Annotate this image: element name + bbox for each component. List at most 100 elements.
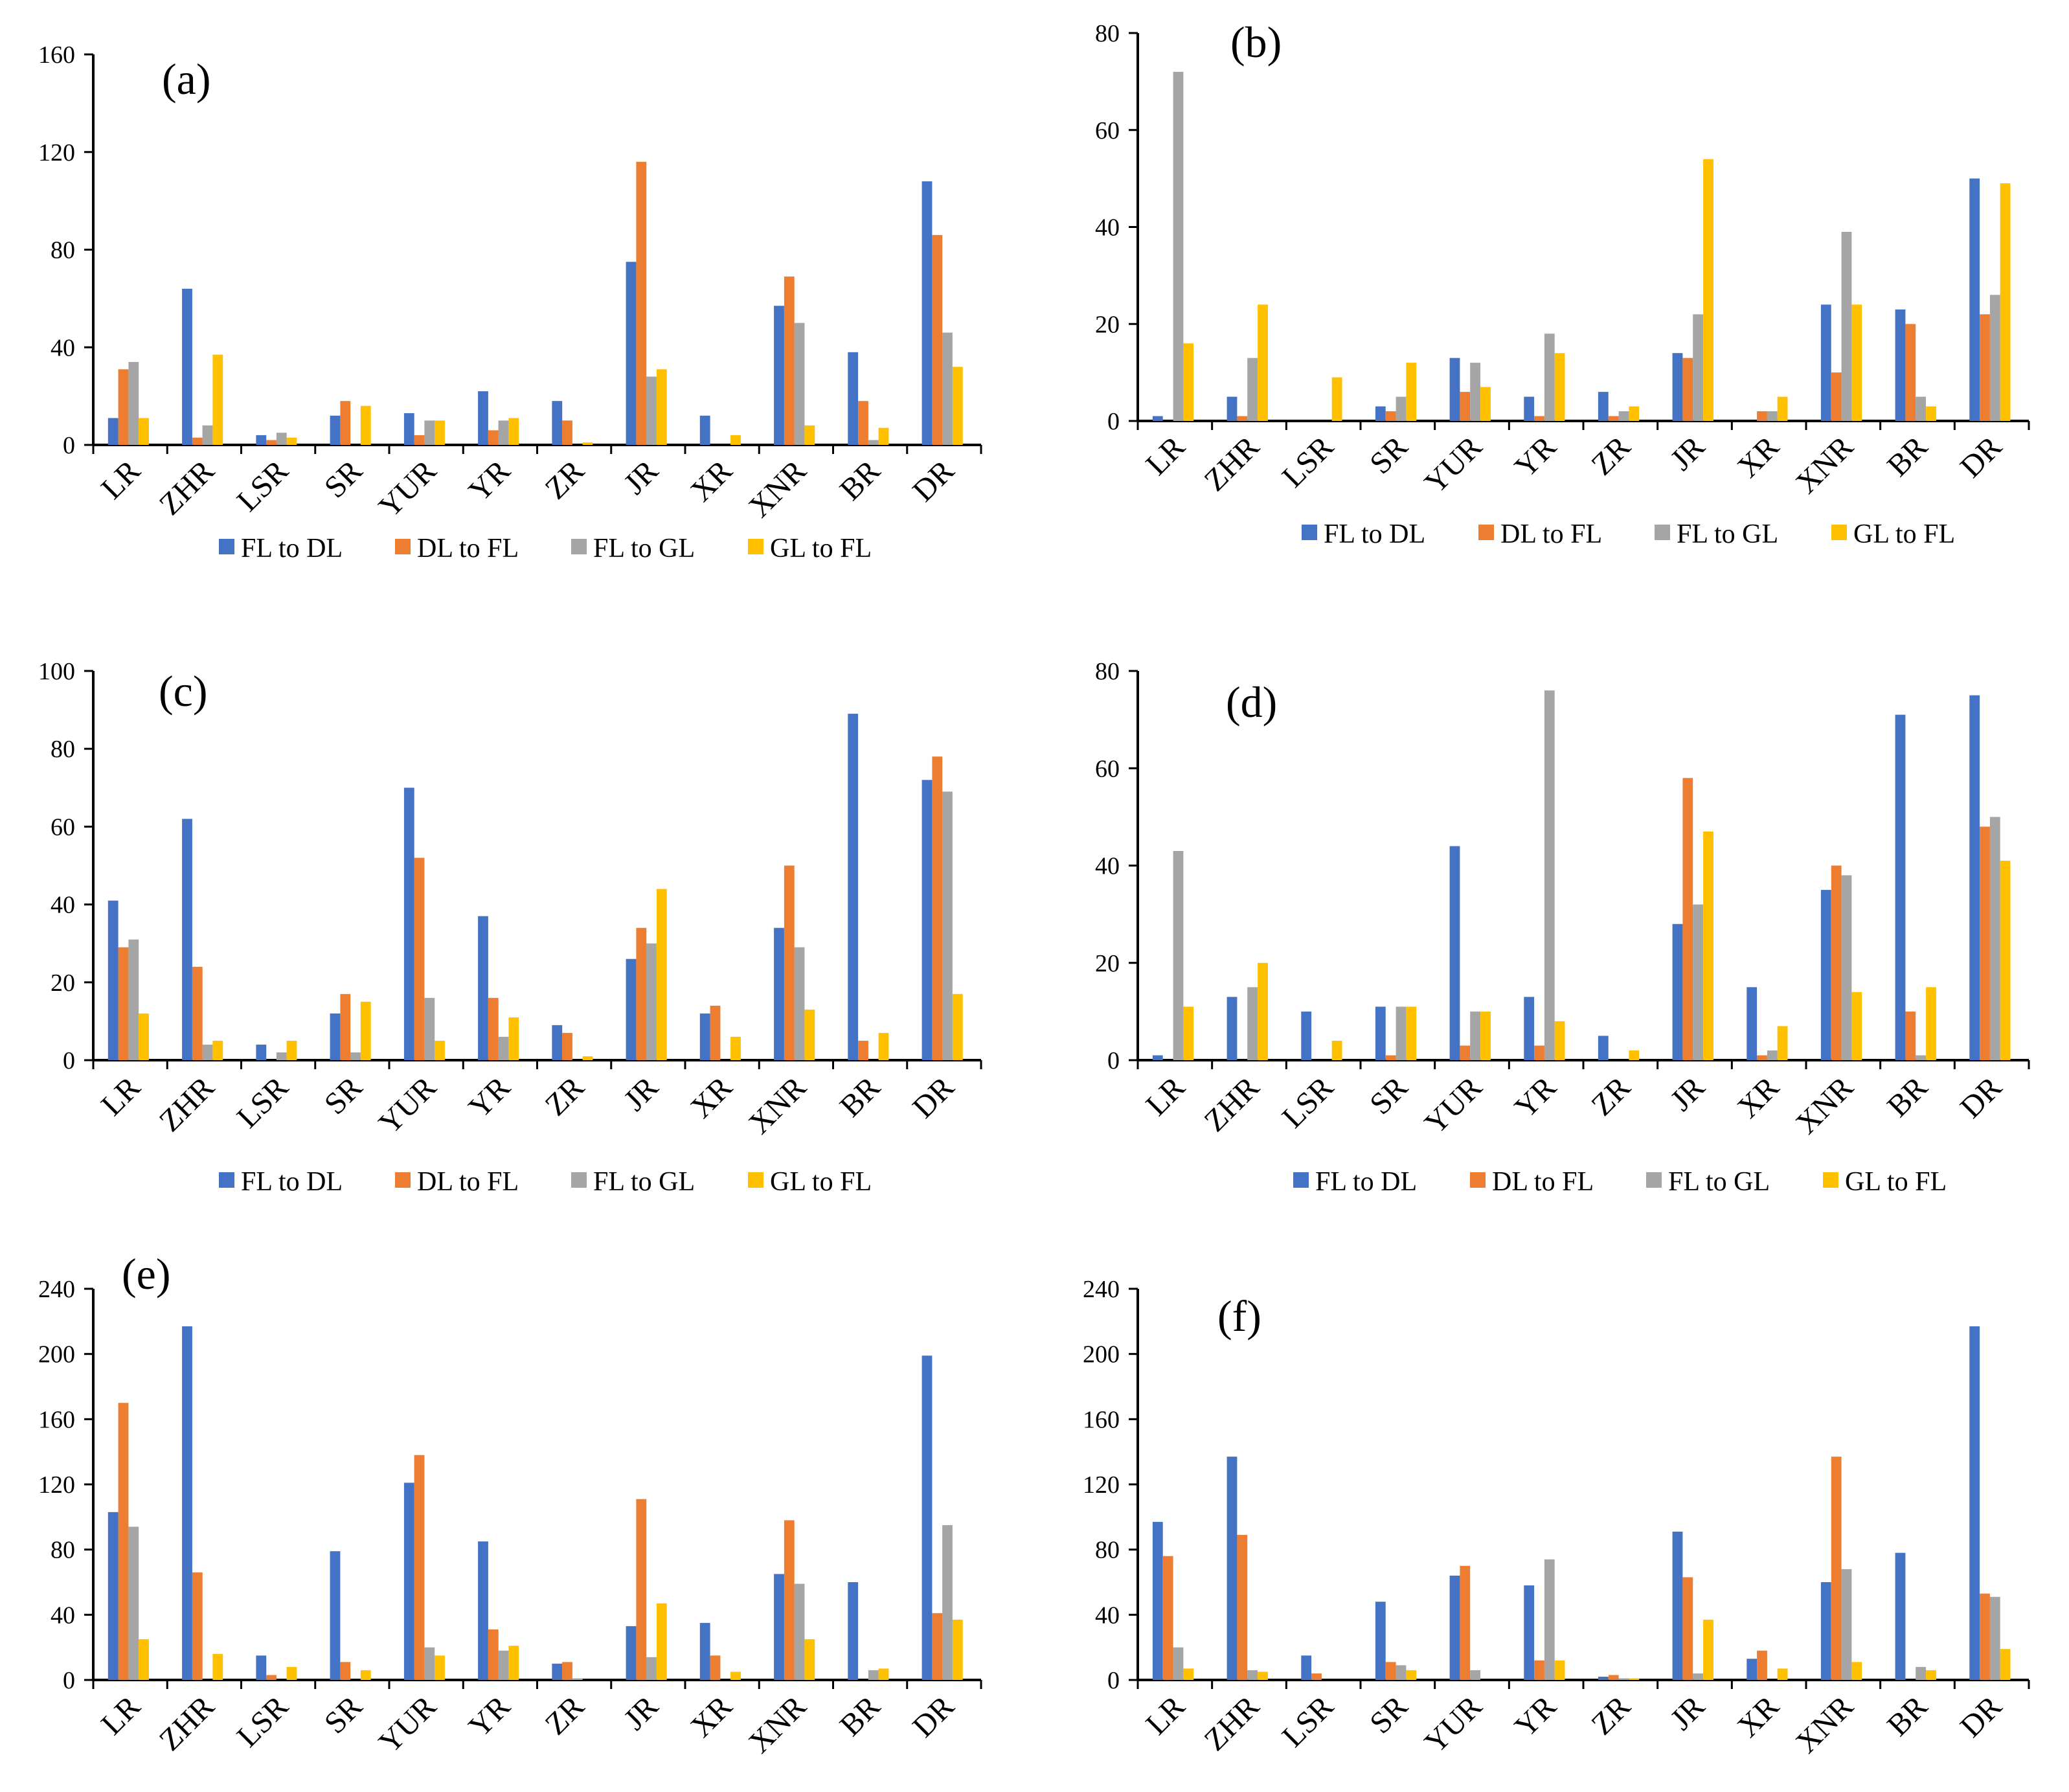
panel-c-legend: FL to DL DL to FL FL to GL GL to FL (219, 1167, 872, 1197)
panel-f-y-tick-label: 80 (1095, 1537, 1120, 1564)
panel-e-bar-fl-to-gl-yur (424, 1647, 435, 1680)
panel-e-bar-fl-to-gl-xnr (794, 1583, 805, 1680)
panel-c-bar-fl-to-gl-dr (942, 791, 953, 1060)
panel-d-category-label: LSR (1276, 1070, 1340, 1135)
panel-a-category-label: LR (95, 453, 147, 506)
panel-e-category-label: ZHR (153, 1689, 221, 1757)
panel-d-chart: 0 20 40 60 80 LR ZHR LSR SR YUR YR ZR JR XR XNR BR DR (d)… (1095, 658, 2030, 1197)
panel-e-bar-dl-to-fl-xnr (784, 1520, 795, 1680)
panel-f-y-tick-label: 240 (1083, 1276, 1120, 1303)
panel-a-bar-gl-to-fl-zhr (212, 354, 223, 445)
panel-a-bar-fl-to-dl-sr (330, 415, 341, 445)
panel-b-category-label: DR (1954, 429, 2009, 484)
panel-b-bar-dl-to-fl-xr (1757, 411, 1767, 421)
panel-a-bar-fl-to-dl-zr (552, 401, 563, 445)
panel-f-bar-fl-to-dl-zr (1598, 1677, 1609, 1680)
panel-a-bar-fl-to-dl-dr (921, 181, 933, 445)
panel-a-label: (a) (162, 54, 210, 104)
panel-c-category-label: ZHR (153, 1070, 221, 1138)
panel-f-category-label: SR (1363, 1689, 1414, 1740)
panel-d-y-tick-label: 80 (1095, 658, 1120, 685)
panel-d-label: (d) (1226, 677, 1277, 727)
panel-a-category-label: XR (684, 453, 739, 508)
panel-b-category-label: XR (1731, 429, 1786, 484)
panel-a-bar-dl-to-fl-zr (562, 420, 572, 445)
panel-d-bar-fl-to-gl-lr (1173, 851, 1184, 1060)
panel-e-bar-gl-to-fl-dr (952, 1619, 963, 1680)
panel-e-bar-fl-to-dl-br (848, 1582, 859, 1680)
panel-c-bar-dl-to-fl-zr (562, 1032, 572, 1060)
panel-c-bar-fl-to-gl-yr (498, 1036, 509, 1060)
panel-f-bar-dl-to-fl-zr (1608, 1675, 1619, 1680)
panel-f-bar-dl-to-fl-dr (1980, 1593, 1990, 1680)
panel-f-bar-fl-to-dl-zhr (1227, 1457, 1238, 1680)
panel-d-legend-label-fl-to-gl: FL to GL (1668, 1167, 1770, 1197)
panel-c-y-tick-label: 60 (51, 813, 75, 841)
panel-c-bar-gl-to-fl-yur (435, 1041, 445, 1060)
panel-f-bar-dl-to-fl-lr (1162, 1556, 1173, 1680)
panel-e-bar-gl-to-fl-lr (139, 1639, 149, 1680)
panel-b-bar-fl-to-gl-zhr (1247, 357, 1258, 421)
panel-d-category-label: XR (1731, 1070, 1786, 1125)
panel-f-bar-gl-to-fl-yr (1554, 1660, 1565, 1680)
panel-d-bar-gl-to-fl-xr (1777, 1026, 1788, 1060)
panel-e-bar-fl-to-gl-dr (942, 1525, 953, 1680)
panel-b-bar-fl-to-gl-yr (1544, 334, 1555, 421)
panel-f-bar-fl-to-dl-br (1895, 1552, 1906, 1680)
panel-a-bar-fl-to-dl-lsr (256, 435, 267, 445)
panel-c-chart: 0 20 40 60 80 100 LR ZHR LSR SR YUR YR ZR JR XR XNR BR DR… (38, 658, 982, 1197)
panel-f-category-label: LSR (1276, 1689, 1340, 1754)
panel-f-bar-gl-to-fl-zr (1629, 1678, 1640, 1680)
panel-d-category-label: JR (1664, 1070, 1711, 1117)
panel-b-bar-dl-to-fl-jr (1682, 357, 1693, 421)
panel-d-bar-fl-to-dl-xnr (1820, 890, 1831, 1060)
panel-b-category-label: YR (1508, 429, 1563, 484)
panel-f-bar-fl-to-gl-zhr (1247, 1670, 1258, 1680)
panel-f-category-label: DR (1954, 1689, 2009, 1744)
panel-b-bar-dl-to-fl-yur (1460, 392, 1471, 421)
panel-d-bar-dl-to-fl-sr (1385, 1055, 1396, 1060)
panel-a-bar-fl-to-gl-br (868, 440, 879, 445)
panel-b-bar-fl-to-dl-xnr (1820, 304, 1831, 421)
panel-b-category-label: ZHR (1197, 429, 1265, 497)
panel-e-bar-fl-to-dl-xnr (774, 1574, 784, 1680)
panel-e-bar-fl-to-gl-zr (572, 1678, 583, 1680)
panel-d-bar-fl-to-gl-br (1916, 1055, 1926, 1060)
panel-c-label: (c) (159, 666, 207, 716)
panel-b-bar-fl-to-dl-jr (1672, 353, 1683, 421)
panel-d-bar-fl-to-gl-zhr (1247, 987, 1258, 1060)
panel-c-bar-gl-to-fl-dr (952, 993, 963, 1060)
panel-b-legend: FL to DL DL to FL FL to GL GL to FL (1302, 519, 1955, 549)
panel-c-bar-fl-to-dl-yr (478, 916, 488, 1060)
panel-a-bar-gl-to-fl-lsr (286, 437, 297, 445)
panel-d-category-label: LR (1139, 1070, 1192, 1122)
panel-c-legend-swatch-dl-to-fl (395, 1172, 411, 1188)
panel-a-bar-gl-to-fl-sr (360, 405, 371, 445)
panel-c-bar-fl-to-gl-lsr (276, 1052, 287, 1060)
panel-c-legend-label-gl-to-fl: GL to FL (770, 1167, 872, 1197)
panel-a-category-label: XNR (742, 453, 813, 524)
panel-f-y-tick-label: 0 (1107, 1667, 1120, 1694)
panel-f-chart: 0 40 80 120 160 200 240 LR ZHR LSR SR YUR YR ZR JR XR XN… (1083, 1276, 2030, 1760)
panel-a-bar-fl-to-gl-jr (646, 376, 657, 445)
panel-e-bar-gl-to-fl-xr (730, 1672, 741, 1680)
panel-b-bar-gl-to-fl-lr (1183, 343, 1194, 421)
panel-e-bar-dl-to-fl-yur (414, 1455, 425, 1680)
panel-a-legend-swatch-gl-to-fl (748, 539, 763, 554)
panel-e-bar-gl-to-fl-zhr (212, 1653, 223, 1680)
panel-d-bar-dl-to-fl-yur (1460, 1045, 1471, 1060)
panel-e-bar-fl-to-gl-jr (646, 1657, 657, 1680)
panel-e-category-label: SR (318, 1689, 369, 1740)
panel-e-y-tick-label: 0 (63, 1667, 75, 1694)
panel-c-category-label: ZR (539, 1070, 591, 1122)
panel-d-bar-dl-to-fl-xr (1757, 1055, 1767, 1060)
panel-f-bar-fl-to-gl-yr (1544, 1559, 1555, 1680)
panel-b-category-label: LR (1139, 429, 1192, 482)
panel-f-bar-dl-to-fl-yr (1534, 1660, 1544, 1680)
panel-e-category-label: XNR (742, 1689, 813, 1760)
panel-d-legend-swatch-fl-to-gl (1646, 1172, 1662, 1188)
panel-c-bar-fl-to-dl-sr (330, 1013, 341, 1060)
panel-f-bar-fl-to-dl-xr (1747, 1659, 1758, 1680)
panel-f-bar-fl-to-gl-lr (1173, 1647, 1184, 1680)
